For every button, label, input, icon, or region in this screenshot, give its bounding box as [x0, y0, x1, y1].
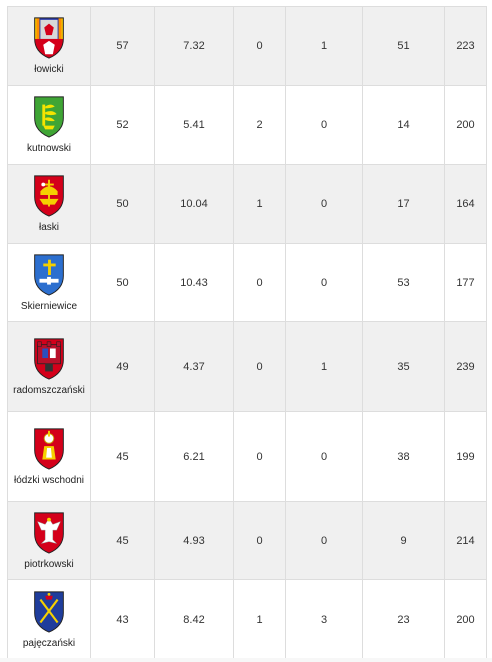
value-col-6: 223 [444, 6, 487, 86]
bottom-edge [0, 658, 492, 662]
county-statistics-table: łowicki 57 7.32 0 1 51 223 kutnowski 52 5.41 2 0 14 2… [7, 6, 487, 660]
value-col-3: 1 [233, 579, 286, 660]
county-cell: łowicki [7, 6, 91, 86]
value-col-6: 199 [444, 411, 487, 502]
value-col-3: 0 [233, 411, 286, 502]
table-row: łowicki 57 7.32 0 1 51 223 [7, 6, 487, 86]
value-col-6: 200 [444, 579, 487, 660]
value-col-4: 0 [285, 85, 363, 165]
value-col-1: 45 [90, 411, 155, 502]
value-col-5: 23 [362, 579, 445, 660]
value-col-2: 5.41 [154, 85, 234, 165]
county-name: łaski [38, 222, 59, 233]
value-col-2: 7.32 [154, 6, 234, 86]
value-col-2: 4.93 [154, 501, 234, 580]
value-col-2: 10.43 [154, 243, 234, 322]
value-col-1: 45 [90, 501, 155, 580]
value-col-4: 1 [285, 321, 363, 412]
value-col-1: 52 [90, 85, 155, 165]
county-name: Skierniewice [20, 300, 78, 312]
county-name: kutnowski [27, 143, 71, 154]
value-col-4: 0 [285, 164, 363, 244]
value-col-5: 53 [362, 243, 445, 322]
value-col-1: 50 [90, 243, 155, 322]
lowicki-coat-of-arms-icon [34, 17, 64, 59]
value-col-2: 6.21 [154, 411, 234, 502]
value-col-4: 0 [285, 501, 363, 580]
county-cell: łaski [7, 164, 91, 244]
table-body: łowicki 57 7.32 0 1 51 223 kutnowski 52 5.41 2 0 14 2… [7, 6, 487, 660]
value-col-1: 57 [90, 6, 155, 86]
table-row: Skierniewice 50 10.43 0 0 53 177 [7, 243, 487, 322]
value-col-3: 2 [233, 85, 286, 165]
county-cell: pajęczański [7, 579, 91, 660]
value-col-4: 0 [285, 411, 363, 502]
value-col-1: 50 [90, 164, 155, 244]
table-row: pajęczański 43 8.42 1 3 23 200 [7, 579, 487, 660]
value-col-5: 35 [362, 321, 445, 412]
county-name: radomszczański [13, 384, 85, 396]
value-col-3: 0 [233, 243, 286, 322]
value-col-2: 10.04 [154, 164, 234, 244]
value-col-5: 51 [362, 6, 445, 86]
piotrkowski-coat-of-arms-icon [34, 511, 64, 554]
county-name: łódzki wschodni [13, 474, 85, 486]
county-cell: Skierniewice [7, 243, 91, 322]
kutnowski-coat-of-arms-icon [34, 96, 64, 138]
pajeczanski-coat-of-arms-icon [34, 590, 64, 633]
value-col-3: 1 [233, 164, 286, 244]
value-col-6: 214 [444, 501, 487, 580]
value-col-6: 200 [444, 85, 487, 165]
value-col-5: 38 [362, 411, 445, 502]
value-col-6: 239 [444, 321, 487, 412]
county-cell: łódzki wschodni [7, 411, 91, 502]
table-row: radomszczański 49 4.37 0 1 35 239 [7, 321, 487, 412]
table-row: łódzki wschodni 45 6.21 0 0 38 199 [7, 411, 487, 502]
county-cell: radomszczański [7, 321, 91, 412]
value-col-4: 0 [285, 243, 363, 322]
value-col-6: 177 [444, 243, 487, 322]
value-col-3: 0 [233, 321, 286, 412]
value-col-5: 9 [362, 501, 445, 580]
value-col-5: 17 [362, 164, 445, 244]
lodzki-wschodni-coat-of-arms-icon [34, 427, 64, 470]
value-col-2: 4.37 [154, 321, 234, 412]
county-name: pajęczański [22, 637, 76, 649]
county-name: piotrkowski [24, 558, 74, 570]
value-col-1: 49 [90, 321, 155, 412]
value-col-3: 0 [233, 6, 286, 86]
table-row: piotrkowski 45 4.93 0 0 9 214 [7, 501, 487, 580]
skierniewice-coat-of-arms-icon [34, 253, 64, 296]
value-col-4: 1 [285, 6, 363, 86]
county-name: łowicki [34, 64, 64, 75]
value-col-3: 0 [233, 501, 286, 580]
table-row: kutnowski 52 5.41 2 0 14 200 [7, 85, 487, 165]
value-col-5: 14 [362, 85, 445, 165]
value-col-2: 8.42 [154, 579, 234, 660]
value-col-4: 3 [285, 579, 363, 660]
laski-coat-of-arms-icon [34, 175, 64, 217]
county-cell: piotrkowski [7, 501, 91, 580]
radomszczanski-coat-of-arms-icon [34, 337, 64, 380]
value-col-6: 164 [444, 164, 487, 244]
table-row: łaski 50 10.04 1 0 17 164 [7, 164, 487, 244]
county-cell: kutnowski [7, 85, 91, 165]
value-col-1: 43 [90, 579, 155, 660]
